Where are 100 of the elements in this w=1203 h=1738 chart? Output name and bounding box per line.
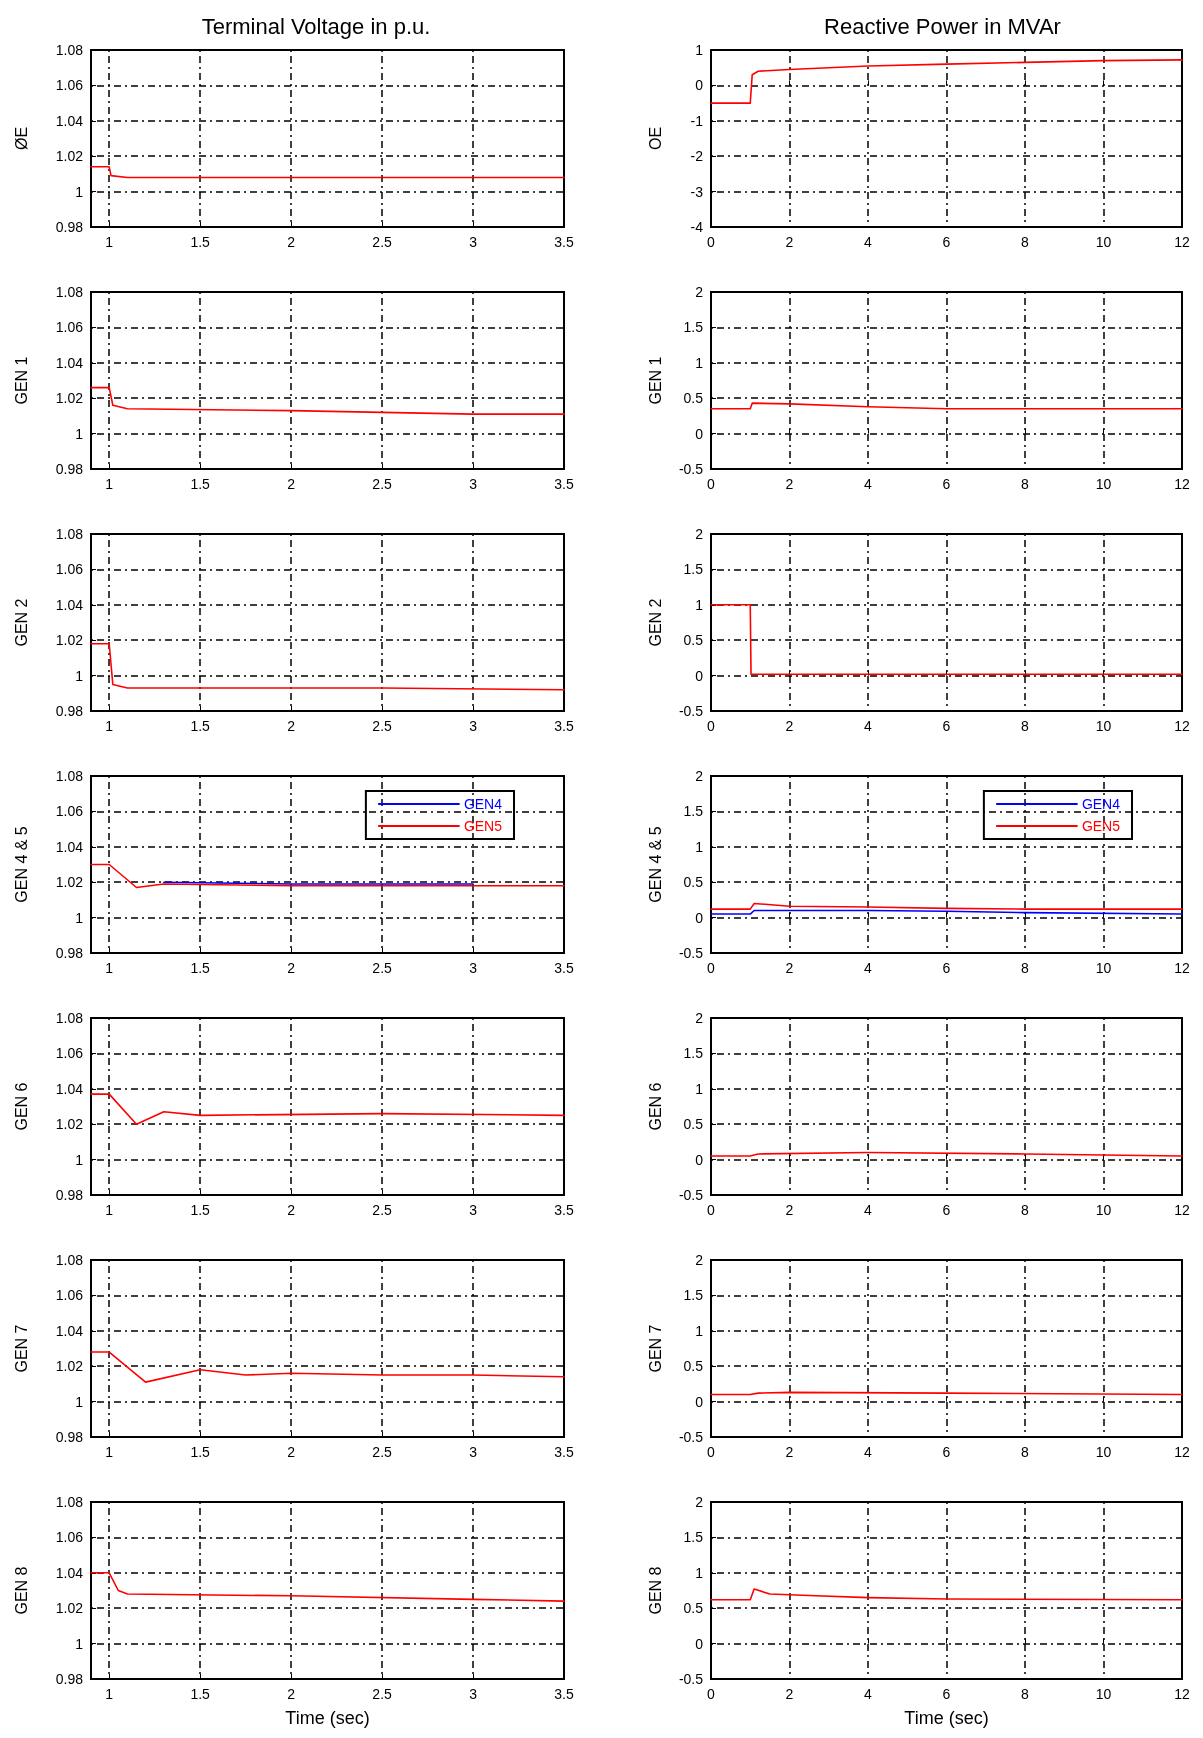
y-tick-label: -2 <box>690 148 704 165</box>
y-tick-label: 1 <box>75 183 84 200</box>
y-tick-label: 0.5 <box>683 1600 704 1617</box>
y-tick-label: 1.04 <box>55 354 84 371</box>
y-tick-label: -3 <box>690 183 704 200</box>
y-tick-label: 1.06 <box>55 77 84 94</box>
x-tick-label: 3.5 <box>554 718 574 734</box>
x-tick-label: 6 <box>942 1686 951 1702</box>
y-axis-title: GEN 6 <box>12 1082 30 1131</box>
y-axis-title: GEN 1 <box>12 356 30 405</box>
x-tick-label: 2.5 <box>372 1444 393 1460</box>
y-axis-title: ØE <box>12 126 30 151</box>
x-tick-label: 3.5 <box>554 960 574 976</box>
y-tick-label: 1.5 <box>683 1529 704 1546</box>
x-tick-label: 3 <box>469 1202 478 1218</box>
x-tick-label: 2 <box>785 1444 794 1460</box>
x-tick-label: 1.5 <box>190 1202 211 1218</box>
x-tick-label: 4 <box>864 476 873 492</box>
line-series <box>710 59 1183 104</box>
x-tick-label: 10 <box>1095 960 1112 976</box>
y-tick-label: 0 <box>695 909 704 926</box>
x-tick-label: 2 <box>785 960 794 976</box>
y-tick-label: 1 <box>695 838 704 855</box>
x-tick-label: 10 <box>1095 718 1112 734</box>
y-tick-label: 0.5 <box>683 632 704 649</box>
y-tick-label: -1 <box>690 112 704 129</box>
y-tick-label: 1.5 <box>683 319 704 336</box>
y-tick-label: 1.08 <box>55 1010 84 1026</box>
y-tick-label: 2 <box>695 1252 704 1268</box>
x-tick-label: 2 <box>785 234 794 250</box>
x-tick-label: 2 <box>785 1686 794 1702</box>
line-series <box>90 1093 565 1125</box>
x-tick-label: 2.5 <box>372 476 393 492</box>
y-tick-label: 1 <box>695 1322 704 1339</box>
x-tick-label: 12 <box>1174 1686 1190 1702</box>
line-series <box>90 386 565 415</box>
y-tick-label: 1 <box>75 909 84 926</box>
x-tick-label: 10 <box>1095 476 1112 492</box>
chart-title: Terminal Voltage in p.u. <box>201 13 431 39</box>
y-axis-title: GEN 7 <box>646 1324 664 1373</box>
x-tick-label: 2 <box>287 1686 296 1702</box>
y-tick-label: -0.5 <box>678 945 704 961</box>
x-tick-label: 1.5 <box>190 234 211 250</box>
y-axis-title: GEN 7 <box>12 1324 30 1373</box>
y-tick-label: 0.98 <box>55 945 84 961</box>
x-tick-label: 1 <box>105 960 114 976</box>
x-tick-label: 3 <box>469 476 478 492</box>
y-tick-label: 0.98 <box>55 1187 84 1203</box>
y-tick-label: 1 <box>695 1080 704 1097</box>
y-tick-label: 1.04 <box>55 1322 84 1339</box>
x-tick-label: 12 <box>1174 1202 1190 1218</box>
y-tick-label: 0.5 <box>683 1116 704 1133</box>
x-tick-label: 8 <box>1021 1202 1030 1218</box>
y-tick-label: 1 <box>695 596 704 613</box>
x-tick-label: 0 <box>707 1202 716 1218</box>
x-tick-label: 12 <box>1174 718 1190 734</box>
y-tick-label: 1 <box>75 667 84 684</box>
x-tick-label: 6 <box>942 1202 951 1218</box>
y-tick-label: 1.02 <box>55 1358 84 1375</box>
y-tick-label: 1.08 <box>55 1494 84 1510</box>
y-tick-label: 2 <box>695 526 704 542</box>
x-tick-label: 2 <box>287 234 296 250</box>
y-tick-label: 1.5 <box>683 803 704 820</box>
x-tick-label: 3.5 <box>554 1444 574 1460</box>
y-tick-label: -0.5 <box>678 703 704 719</box>
x-tick-label: 8 <box>1021 234 1030 250</box>
y-tick-label: 1 <box>695 1564 704 1581</box>
y-tick-label: 0.5 <box>683 1358 704 1375</box>
y-tick-label: 1 <box>75 425 84 442</box>
x-tick-label: 8 <box>1021 1686 1030 1702</box>
y-axis-title: GEN 4 & 5 <box>12 826 30 903</box>
x-tick-label: 4 <box>864 234 873 250</box>
x-tick-label: 2.5 <box>372 1686 393 1702</box>
y-tick-label: 0 <box>695 1151 704 1168</box>
y-tick-label: 2 <box>695 768 704 784</box>
text: GEN5 <box>463 818 503 834</box>
line-series <box>90 1572 565 1602</box>
y-tick-label: 1.06 <box>55 319 84 336</box>
y-tick-label: 0 <box>695 77 704 94</box>
y-axis-title: GEN 4 & 5 <box>646 826 664 903</box>
y-tick-label: 1.5 <box>683 1045 704 1062</box>
x-axis-title: Time (sec) <box>904 1708 989 1728</box>
text: GEN4 <box>463 796 503 812</box>
x-tick-label: 12 <box>1174 234 1190 250</box>
x-tick-label: 4 <box>864 960 873 976</box>
x-tick-label: 4 <box>864 718 873 734</box>
x-tick-label: 10 <box>1095 1686 1112 1702</box>
y-tick-label: 1.04 <box>55 112 84 129</box>
y-axis-title: GEN 1 <box>646 356 664 405</box>
x-tick-label: 2.5 <box>372 234 393 250</box>
y-tick-label: 1.08 <box>55 526 84 542</box>
y-tick-label: 2 <box>695 1494 704 1510</box>
y-tick-label: -0.5 <box>678 1429 704 1445</box>
x-tick-label: 12 <box>1174 960 1190 976</box>
x-tick-label: 2 <box>287 1444 296 1460</box>
y-tick-label: 1.02 <box>55 390 84 407</box>
x-tick-label: 1.5 <box>190 960 211 976</box>
y-tick-label: 1.08 <box>55 768 84 784</box>
x-tick-label: 0 <box>707 960 716 976</box>
x-axis-title: Time (sec) <box>285 1708 370 1728</box>
